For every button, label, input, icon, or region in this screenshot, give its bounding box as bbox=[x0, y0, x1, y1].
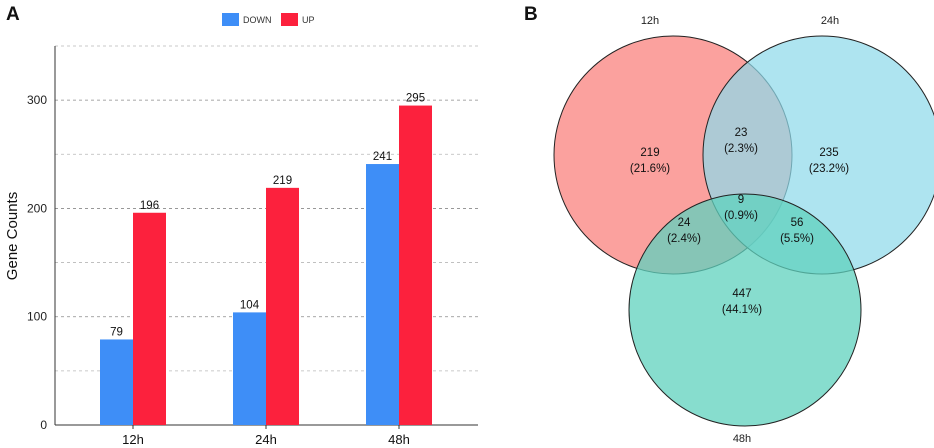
bar-down-48h bbox=[366, 164, 399, 425]
y-tick-label: 300 bbox=[27, 93, 47, 107]
venn-percent-48h-only: (44.1%) bbox=[722, 304, 762, 316]
data-label-down-12h: 79 bbox=[110, 326, 123, 338]
venn-count-12h-only: 219 bbox=[640, 147, 659, 159]
bar-series: 79 196 104 219 241 295 bbox=[100, 93, 432, 426]
data-label-down-24h: 104 bbox=[240, 299, 260, 311]
venn-percent-24h-only: (23.2%) bbox=[809, 163, 849, 175]
venn-percent-12h-only: (21.6%) bbox=[630, 163, 670, 175]
bar-down-24h bbox=[233, 312, 266, 425]
venn-count-24h-48h: 56 bbox=[791, 217, 804, 229]
legend: DOWN UP bbox=[222, 13, 315, 26]
y-tick-label: 100 bbox=[27, 310, 47, 324]
y-axis-ticks: 0 100 200 300 bbox=[27, 93, 47, 432]
x-axis-ticks: 12h 24h 48h bbox=[122, 425, 410, 447]
venn-percent-24h-48h: (5.5%) bbox=[780, 233, 814, 245]
bar-chart: 0 100 200 300 Gene Counts 79 196 104 219 241 295… bbox=[4, 13, 478, 447]
y-tick-label: 0 bbox=[40, 418, 47, 432]
venn-set-title-12h: 12h bbox=[641, 15, 659, 27]
y-tick-label: 200 bbox=[27, 201, 47, 215]
venn-count-24h-only: 235 bbox=[819, 147, 838, 159]
legend-label-up: UP bbox=[302, 15, 315, 25]
legend-swatch-down bbox=[222, 13, 239, 26]
legend-swatch-up bbox=[281, 13, 298, 26]
data-label-up-48h: 295 bbox=[406, 93, 425, 105]
venn-count-48h-only: 447 bbox=[732, 288, 751, 300]
venn-set-title-24h: 24h bbox=[821, 15, 839, 27]
bar-up-24h bbox=[266, 187, 299, 425]
bar-up-48h bbox=[399, 105, 432, 426]
data-label-up-24h: 219 bbox=[273, 175, 292, 187]
x-tick-label-24h: 24h bbox=[255, 432, 277, 447]
venn-count-all: 9 bbox=[738, 194, 744, 206]
venn-diagram: 12h 24h 48h 219 (21.6%) 235 (23.2%) 447 … bbox=[553, 15, 934, 445]
x-tick-label-48h: 48h bbox=[388, 432, 410, 447]
y-axis-title: Gene Counts bbox=[4, 192, 21, 280]
venn-circle-48h bbox=[628, 193, 862, 427]
venn-count-12h-48h: 24 bbox=[678, 217, 691, 229]
venn-count-12h-24h: 23 bbox=[735, 127, 748, 139]
legend-label-down: DOWN bbox=[243, 15, 272, 25]
panel-a-label: A bbox=[6, 4, 20, 25]
bar-down-12h bbox=[100, 339, 133, 425]
panel-b-label: B bbox=[524, 4, 538, 25]
venn-set-title-48h: 48h bbox=[733, 433, 751, 445]
data-label-down-48h: 241 bbox=[373, 151, 392, 163]
venn-percent-all: (0.9%) bbox=[724, 210, 758, 222]
bar-up-12h bbox=[133, 212, 166, 425]
x-tick-label-12h: 12h bbox=[122, 432, 144, 447]
venn-percent-12h-24h: (2.3%) bbox=[724, 143, 758, 155]
venn-percent-12h-48h: (2.4%) bbox=[667, 233, 701, 245]
data-label-up-12h: 196 bbox=[140, 200, 159, 212]
